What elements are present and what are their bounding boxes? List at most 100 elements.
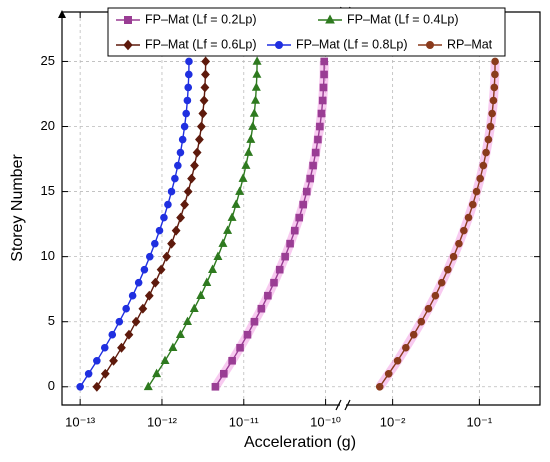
marker [198,108,208,119]
marker [227,212,237,221]
marker [167,187,176,196]
marker [174,161,182,170]
marker [213,251,223,260]
marker [138,303,148,314]
legend-marker [325,14,335,24]
legend-label: FP–Mat (Lf = 0.4Lp) [347,12,459,26]
marker [180,122,189,131]
marker [319,83,328,92]
marker [162,251,172,262]
legend-label: FP–Mat (Lf = 0.8Lp) [296,37,408,51]
marker [490,83,499,92]
marker [124,329,134,340]
x-axis-label: Acceleration (g) [244,434,356,451]
x-tick-label: 10⁻² [380,414,406,429]
marker [171,225,181,236]
marker [117,342,126,353]
marker [375,382,384,391]
x-tick-label: 10⁻¹² [147,414,178,429]
marker [275,265,284,274]
marker [314,135,322,144]
marker [491,57,499,66]
marker [250,317,259,326]
marker [115,317,124,326]
marker [167,238,176,249]
marker [220,369,228,378]
marker [164,200,172,209]
marker [316,122,324,131]
marker [299,200,307,209]
marker [156,264,166,275]
marker [238,173,248,182]
line-glow [211,61,329,390]
marker [223,225,233,234]
series [375,57,500,391]
marker [295,213,304,222]
legend-marker [123,39,133,51]
marker [251,95,261,104]
marker [455,239,463,248]
marker [184,83,193,92]
marker [248,121,258,130]
marker [236,343,244,352]
marker [131,316,141,327]
legend: FP–Mat (Lf = 0.2Lp) FP–Mat (Lf = 0.4Lp) FP… [107,7,506,57]
marker [180,199,189,210]
marker [437,278,446,287]
marker [171,174,179,183]
marker [155,226,164,235]
marker [431,291,440,300]
y-tick-label: 0 [48,378,55,393]
marker [176,212,186,223]
marker [122,304,130,313]
marker [178,135,187,144]
marker [140,265,149,274]
marker [290,226,299,235]
series [211,57,329,391]
marker [128,291,137,300]
marker [252,69,262,78]
marker [211,382,220,391]
marker [109,355,118,366]
marker [143,381,153,391]
marker [76,382,84,391]
marker [243,330,252,339]
marker [196,290,206,299]
marker [244,147,254,156]
marker [384,369,393,378]
marker [202,277,212,286]
marker [160,213,168,222]
marker [100,368,110,379]
y-tick-label: 10 [41,248,55,263]
marker [318,96,327,105]
marker [195,134,204,145]
marker [309,161,317,170]
marker [228,356,236,365]
marker [201,56,211,67]
marker [84,369,93,378]
y-axis-arrow [58,10,66,18]
marker [201,69,210,80]
marker [190,160,199,171]
marker [444,265,452,274]
marker [134,278,143,287]
x-tick-label: 10⁻¹ [467,414,493,429]
series [143,56,262,391]
marker [482,148,490,157]
marker [424,304,433,313]
marker [306,174,314,183]
marker [92,381,102,392]
marker [176,148,185,157]
marker [264,291,272,300]
line [379,61,496,388]
marker [218,238,228,247]
marker [160,355,170,365]
marker [196,121,206,132]
marker [479,161,488,170]
marker [235,186,245,195]
marker [208,264,218,273]
series [76,57,193,391]
marker [472,187,481,196]
marker [241,160,251,169]
